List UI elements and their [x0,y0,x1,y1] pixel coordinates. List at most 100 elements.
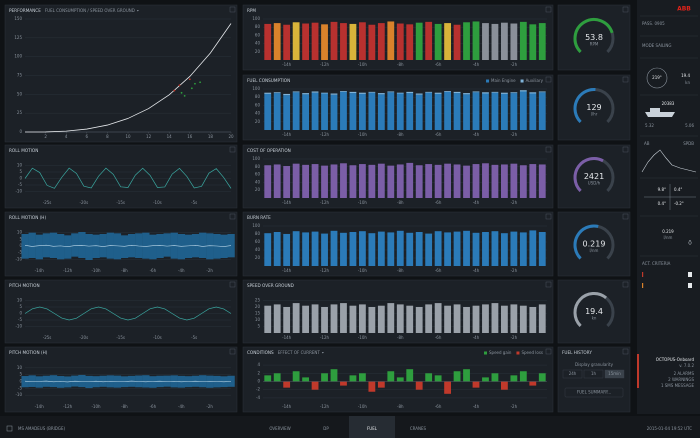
x-tick-label: -20s [80,200,89,205]
nav-tab[interactable]: FUEL [367,426,378,431]
y-tick-label: 0 [19,311,22,316]
granularity-option[interactable]: 1h [591,371,597,376]
bar [283,93,291,96]
bar [292,371,300,382]
bar [463,230,470,266]
x-tick-label: -4h [473,200,480,205]
range-band [99,375,107,387]
sidebar-text: MODE SAILING [642,43,672,48]
sidebar-text: 0.219 [662,229,674,234]
range-band [35,376,43,388]
y-tick-label: 100 [252,16,260,21]
bar [273,23,281,61]
y-tick-label: 20 [255,304,261,309]
bar [321,93,328,130]
panel-title: ROLL MOTION (H) [9,215,46,220]
gauge-value: 19.4 [585,307,603,316]
home-icon[interactable] [6,425,13,432]
bar [302,94,310,130]
granularity-button[interactable] [562,369,583,379]
y-tick-label: 0 [19,176,22,181]
y-tick-label: 0 [19,379,22,384]
x-tick-label: -2h [511,62,518,67]
bar [340,23,347,61]
bar [482,92,489,94]
legend-label: Speed loss [521,350,543,355]
compass [646,67,668,89]
panel-menu-icon[interactable] [229,281,236,288]
drop-icon [688,239,692,245]
granularity-option[interactable]: 24h [569,371,577,376]
panel-menu-icon[interactable] [545,281,552,288]
bar [538,92,546,130]
sidebar-text: 19.4 [681,73,690,78]
bar [273,164,281,198]
dropdown-caret[interactable] [136,10,139,12]
y-tick-label: 40 [255,41,261,46]
bar [264,93,272,130]
panel-menu-icon[interactable] [622,146,629,153]
bar [529,24,537,60]
bar [425,233,433,266]
nav-tab[interactable]: DP [323,426,329,431]
sidebar-text: 20383 [662,101,675,106]
nav-tab[interactable]: OVERVIEW [269,426,290,431]
bar [330,164,338,198]
bar [368,91,376,93]
panel-menu-icon[interactable] [545,146,552,153]
panel-menu-icon[interactable] [229,213,236,220]
fuel-summary-button[interactable] [564,387,624,398]
x-tick-label: -10s [153,200,162,205]
bar [529,381,537,386]
y-tick-label: 40 [255,247,261,252]
x-tick-label: -15s [116,200,125,205]
panel-subtitle: FUEL CONSUMPTION / SPEED OVER GROUND [45,8,135,13]
y-tick-label: -10 [15,324,22,329]
bar [349,305,357,333]
bar [500,22,508,60]
bar [538,164,546,198]
panel-menu-icon[interactable] [545,76,552,83]
bar [519,165,527,198]
panel-menu-icon[interactable] [622,6,629,13]
bar [425,164,433,198]
panel-menu-icon[interactable] [229,348,236,355]
bar [415,232,423,266]
mean-line [24,380,232,383]
panel-menu-icon[interactable] [622,213,629,220]
panel-menu-icon[interactable] [622,348,629,355]
bar [425,92,433,130]
fuel-summary-label[interactable]: FUEL SUMMARY... [577,390,611,395]
dropdown-caret[interactable] [321,352,324,354]
granularity-button[interactable] [604,369,625,379]
panel-menu-icon[interactable] [622,281,629,288]
range-band [113,233,122,260]
bar [415,307,423,333]
panel-menu-icon[interactable] [545,213,552,220]
active-tab [349,416,395,438]
panel-menu-icon[interactable] [622,76,629,83]
granularity-button[interactable] [583,369,604,379]
panel-menu-icon[interactable] [229,146,236,153]
panel [557,4,631,71]
bar [482,23,489,61]
bar [273,92,281,94]
bar [444,23,452,61]
x-tick-label: -6h [435,132,442,137]
panel-menu-icon[interactable] [545,6,552,13]
nav-tab[interactable]: CRANES [410,426,427,431]
x-tick-label: 12 [146,134,152,139]
x-tick-label: -4h [178,268,185,273]
y-tick-label: 100 [252,86,260,91]
x-tick-label: -10h [358,62,368,67]
bar [529,92,537,94]
panel-menu-icon[interactable] [229,6,236,13]
x-tick-label: -6h [435,268,442,273]
panel-menu-icon[interactable] [545,348,552,355]
bar [482,304,489,333]
logo: ABB [677,6,691,13]
bar [510,375,518,382]
granularity-option[interactable]: 15min [608,371,621,376]
bar [349,23,357,61]
bar [264,305,272,333]
